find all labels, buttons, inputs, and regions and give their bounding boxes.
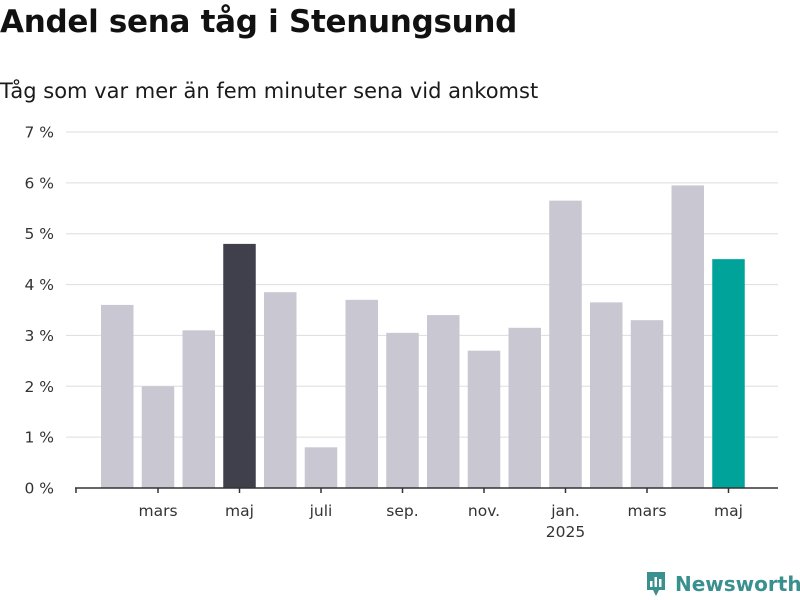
y-tick-label: 2 % — [24, 378, 54, 396]
x-tick-sublabel: 2025 — [546, 523, 585, 541]
x-tick-label: sep. — [386, 502, 418, 520]
bar — [223, 243, 256, 488]
bar — [549, 200, 582, 488]
bar — [671, 185, 704, 488]
bar — [101, 304, 134, 488]
bar — [345, 299, 378, 488]
x-tick-label: mars — [138, 502, 177, 520]
bar — [264, 292, 297, 488]
bar — [590, 302, 623, 488]
x-tick-label: jan. — [550, 502, 580, 520]
y-tick-label: 5 % — [24, 225, 54, 243]
y-axis-labels: 0 % 1 % 2 % 3 % 4 % 5 % 6 % 7 % — [24, 124, 54, 498]
bar — [182, 330, 215, 488]
x-axis — [75, 487, 778, 493]
x-tick-label: nov. — [468, 502, 500, 520]
x-tick-label: mars — [627, 502, 666, 520]
chart-title: Andel sena tåg i Stenungsund — [0, 4, 518, 40]
x-axis-labels: mars maj juli sep. nov. jan. 2025 mars maj — [138, 502, 742, 541]
newsworthy-logo-icon — [647, 572, 665, 596]
chart-subtitle: Tåg som var mer än fem minuter sena vid … — [0, 79, 539, 103]
bar — [141, 386, 175, 488]
bar — [386, 332, 419, 488]
y-tick-label: 6 % — [24, 174, 54, 192]
bar — [427, 315, 460, 488]
brand-name: Newsworthy — [675, 572, 800, 596]
y-tick-label: 3 % — [24, 327, 54, 345]
bar — [304, 447, 338, 488]
x-tick-label: maj — [714, 502, 743, 520]
bars — [101, 185, 745, 488]
y-tick-label: 1 % — [24, 429, 54, 447]
x-tick-label: maj — [225, 502, 254, 520]
bar — [508, 327, 541, 488]
x-tick-label: juli — [309, 502, 333, 520]
bar — [467, 350, 501, 488]
y-tick-label: 7 % — [24, 124, 54, 142]
bar — [712, 259, 745, 488]
bar — [630, 320, 664, 488]
y-tick-label: 0 % — [24, 480, 54, 498]
y-tick-label: 4 % — [24, 276, 54, 294]
brand-logo: Newsworthy — [645, 568, 800, 600]
